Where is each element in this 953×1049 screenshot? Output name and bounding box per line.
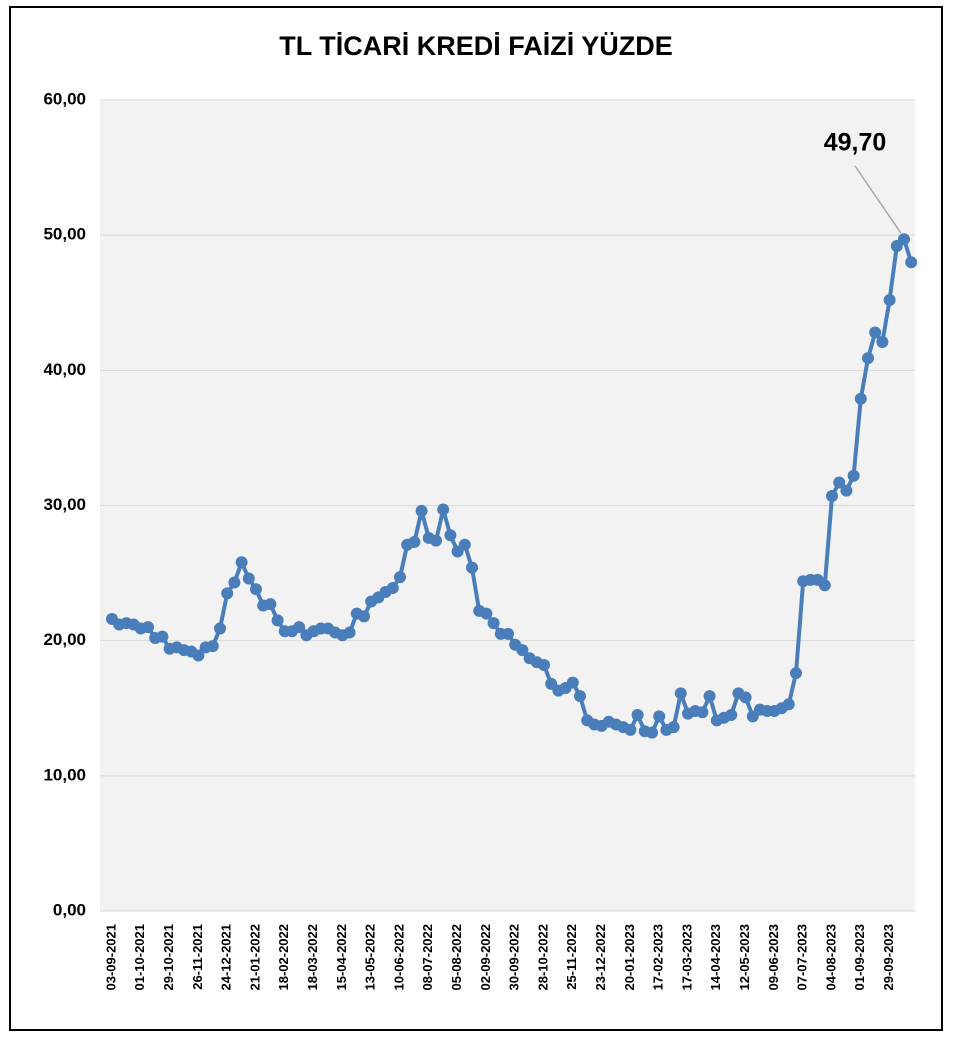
x-tick-label: 20-01-2023 (622, 924, 637, 991)
data-point (739, 691, 752, 704)
data-label: 49,70 (824, 129, 887, 157)
data-point (358, 610, 370, 623)
x-tick-label: 30-09-2022 (507, 924, 522, 991)
data-point (782, 698, 795, 711)
data-point (883, 294, 896, 307)
data-point (833, 476, 846, 489)
data-point (142, 621, 154, 634)
data-point (862, 352, 874, 365)
data-point (437, 503, 450, 516)
data-point (840, 484, 853, 497)
data-point (430, 534, 442, 547)
data-point (905, 256, 918, 269)
x-tick-label: 01-09-2023 (852, 924, 867, 991)
data-point (646, 726, 658, 739)
x-tick-label: 18-03-2022 (305, 924, 320, 991)
data-point (214, 622, 226, 635)
data-point (898, 233, 910, 246)
x-tick-label: 05-08-2022 (449, 924, 464, 991)
data-point (876, 335, 889, 348)
data-point (818, 579, 831, 592)
x-tick-label: 21-01-2022 (247, 924, 262, 991)
data-point (725, 709, 738, 722)
data-point (408, 535, 421, 548)
y-tick-label: 20,00 (43, 630, 86, 649)
data-point (487, 617, 500, 630)
x-tick-label: 25-11-2022 (564, 924, 579, 990)
chart-title: TL TİCARİ KREDİ FAİZİ YÜZDE (279, 31, 673, 61)
x-tick-label: 28-10-2022 (535, 924, 550, 991)
data-point (624, 723, 637, 736)
x-tick-label: 02-09-2022 (478, 924, 493, 991)
data-point (847, 469, 860, 482)
data-point (566, 676, 579, 689)
x-tick-label: 29-10-2021 (161, 924, 176, 991)
x-tick-label: 01-10-2021 (132, 924, 147, 991)
data-point (192, 649, 205, 662)
data-point (271, 614, 284, 627)
data-point (343, 626, 356, 639)
data-point (228, 576, 241, 589)
x-tick-label: 17-03-2023 (679, 924, 694, 991)
y-tick-label: 60,00 (43, 89, 86, 108)
x-tick-label: 17-02-2023 (651, 924, 666, 991)
x-tick-label: 29-09-2023 (881, 924, 896, 991)
data-point (242, 572, 255, 585)
data-point (653, 710, 666, 723)
data-point (538, 658, 550, 671)
x-tick-label: 13-05-2022 (363, 924, 378, 991)
data-point (415, 504, 428, 517)
x-tick-label: 18-02-2022 (276, 924, 291, 991)
x-tick-label: 26-11-2021 (190, 924, 205, 990)
x-tick-label: 07-07-2023 (795, 924, 810, 991)
data-point (574, 690, 586, 703)
data-point (703, 690, 716, 703)
y-tick-label: 50,00 (43, 225, 86, 244)
y-tick-label: 10,00 (43, 765, 86, 784)
data-point (826, 490, 838, 503)
x-tick-label: 14-04-2023 (708, 924, 723, 991)
data-point (790, 667, 802, 680)
data-point (221, 587, 234, 600)
x-tick-label: 04-08-2023 (823, 924, 838, 991)
x-tick-label: 08-07-2022 (420, 924, 435, 991)
data-point (250, 583, 262, 596)
data-point (444, 529, 457, 542)
x-tick-label: 23-12-2022 (593, 924, 608, 991)
label-leader (854, 165, 902, 234)
data-point (667, 721, 680, 734)
data-point (516, 644, 529, 657)
data-point (696, 706, 709, 719)
y-tick-label: 30,00 (43, 495, 86, 514)
x-tick-label: 09-06-2023 (766, 924, 781, 991)
y-tick-label: 40,00 (43, 360, 86, 379)
x-tick-label: 15-04-2022 (334, 924, 349, 991)
data-point (458, 538, 471, 551)
data-point (480, 607, 493, 620)
x-tick-label: 24-12-2021 (219, 924, 234, 991)
data-point (293, 621, 306, 634)
data-point (854, 392, 867, 405)
data-point (674, 687, 687, 700)
data-point (264, 598, 277, 611)
data-point (394, 571, 406, 584)
data-point (502, 627, 514, 640)
data-point (869, 326, 882, 339)
x-tick-label: 03-09-2021 (103, 924, 118, 991)
data-point (235, 556, 248, 569)
data-point (206, 640, 219, 653)
data-point (156, 630, 169, 643)
x-tick-label: 10-06-2022 (391, 924, 406, 991)
data-point (631, 709, 644, 722)
data-point (466, 561, 478, 574)
x-tick-label: 12-05-2023 (737, 924, 752, 991)
y-tick-label: 0,00 (53, 900, 86, 919)
data-point (386, 581, 399, 594)
